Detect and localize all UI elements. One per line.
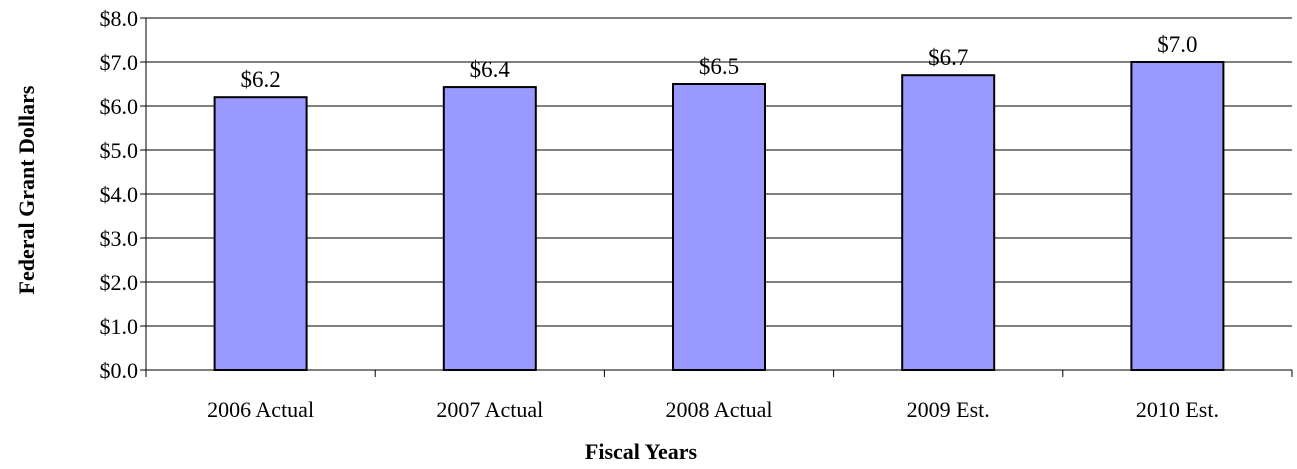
x-tick-label: 2009 Est. [907, 397, 990, 422]
bar [442, 86, 537, 372]
x-tick-label: 2006 Actual [207, 397, 314, 422]
bar [1130, 61, 1225, 371]
x-tick-label: 2010 Est. [1136, 397, 1219, 422]
y-tick-label: $4.0 [100, 182, 139, 207]
bar [213, 96, 308, 371]
x-axis-title: Fiscal Years [585, 439, 698, 464]
bar [901, 74, 996, 371]
y-tick-label: $0.0 [100, 358, 139, 383]
x-tick-label: 2007 Actual [436, 397, 543, 422]
bar-value-label: $6.4 [470, 57, 511, 82]
y-tick-label: $6.0 [100, 94, 139, 119]
bar-value-label: $6.5 [699, 54, 739, 79]
bar-value-label: $7.0 [1157, 32, 1197, 57]
y-tick-label: $7.0 [100, 50, 139, 75]
y-axis-title: Federal Grant Dollars [14, 85, 39, 294]
y-tick-label: $8.0 [100, 6, 139, 31]
bar-value-label: $6.2 [240, 67, 280, 92]
x-tick-label: 2008 Actual [666, 397, 773, 422]
y-tick-label: $3.0 [100, 226, 139, 251]
y-tick-label: $2.0 [100, 270, 139, 295]
bar [672, 83, 766, 371]
y-tick-label: $5.0 [100, 138, 139, 163]
bars [213, 61, 1225, 372]
y-tick-label: $1.0 [100, 314, 139, 339]
bar-value-label: $6.7 [928, 45, 968, 70]
labels: $0.0 $1.0 $2.0 $3.0 $4.0 $5.0 $6.0 $7.0 $8.0 $6.2… [100, 6, 1219, 422]
